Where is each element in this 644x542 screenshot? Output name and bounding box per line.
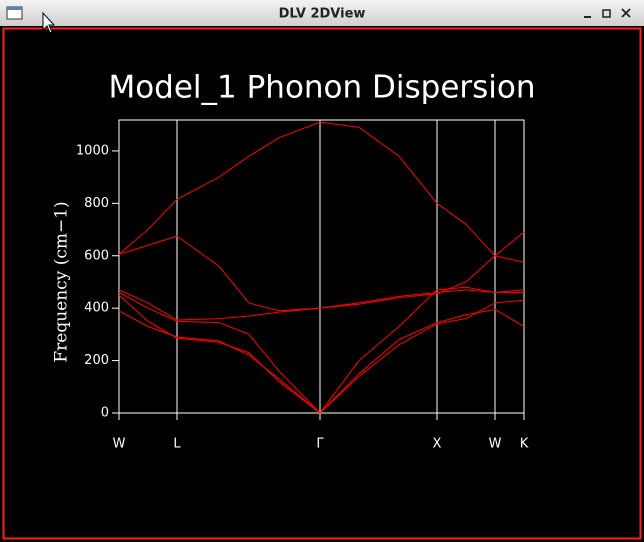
x-tick-label: W: [113, 437, 126, 452]
window-icon-bar: [7, 7, 22, 10]
dispersion-branch: [118, 121, 525, 263]
window-title: DLV 2DView: [279, 7, 366, 22]
y-axis-label: Frequency (cm−1): [52, 201, 72, 362]
y-tick-label: 600: [84, 248, 109, 263]
canvas-area: [0, 26, 644, 542]
y-tick-label: 1000: [76, 143, 109, 158]
x-tick-label: X: [433, 437, 442, 452]
frame-border: [2, 27, 642, 540]
dispersion-branch: [118, 294, 525, 414]
y-tick-label: 800: [84, 196, 109, 211]
x-tick-label: W: [489, 437, 502, 452]
x-tick-label: Γ: [316, 437, 324, 452]
minimize-button[interactable]: [584, 16, 591, 18]
x-tick-label: L: [173, 437, 181, 452]
y-tick-label: 200: [84, 353, 109, 368]
maximize-button[interactable]: [602, 9, 611, 18]
title-bar[interactable]: [0, 0, 644, 26]
y-tick-label: 400: [84, 301, 109, 316]
dispersion-branch: [118, 289, 525, 321]
close-button[interactable]: [621, 8, 631, 18]
mouse-cursor: [42, 11, 56, 34]
x-tick-label: K: [520, 437, 529, 452]
chart-title: Model_1 Phonon Dispersion: [108, 70, 535, 106]
plot: 0 200 400 600 800 1000 W L Γ X W K: [76, 119, 529, 452]
y-tick-label: 0: [101, 406, 109, 421]
